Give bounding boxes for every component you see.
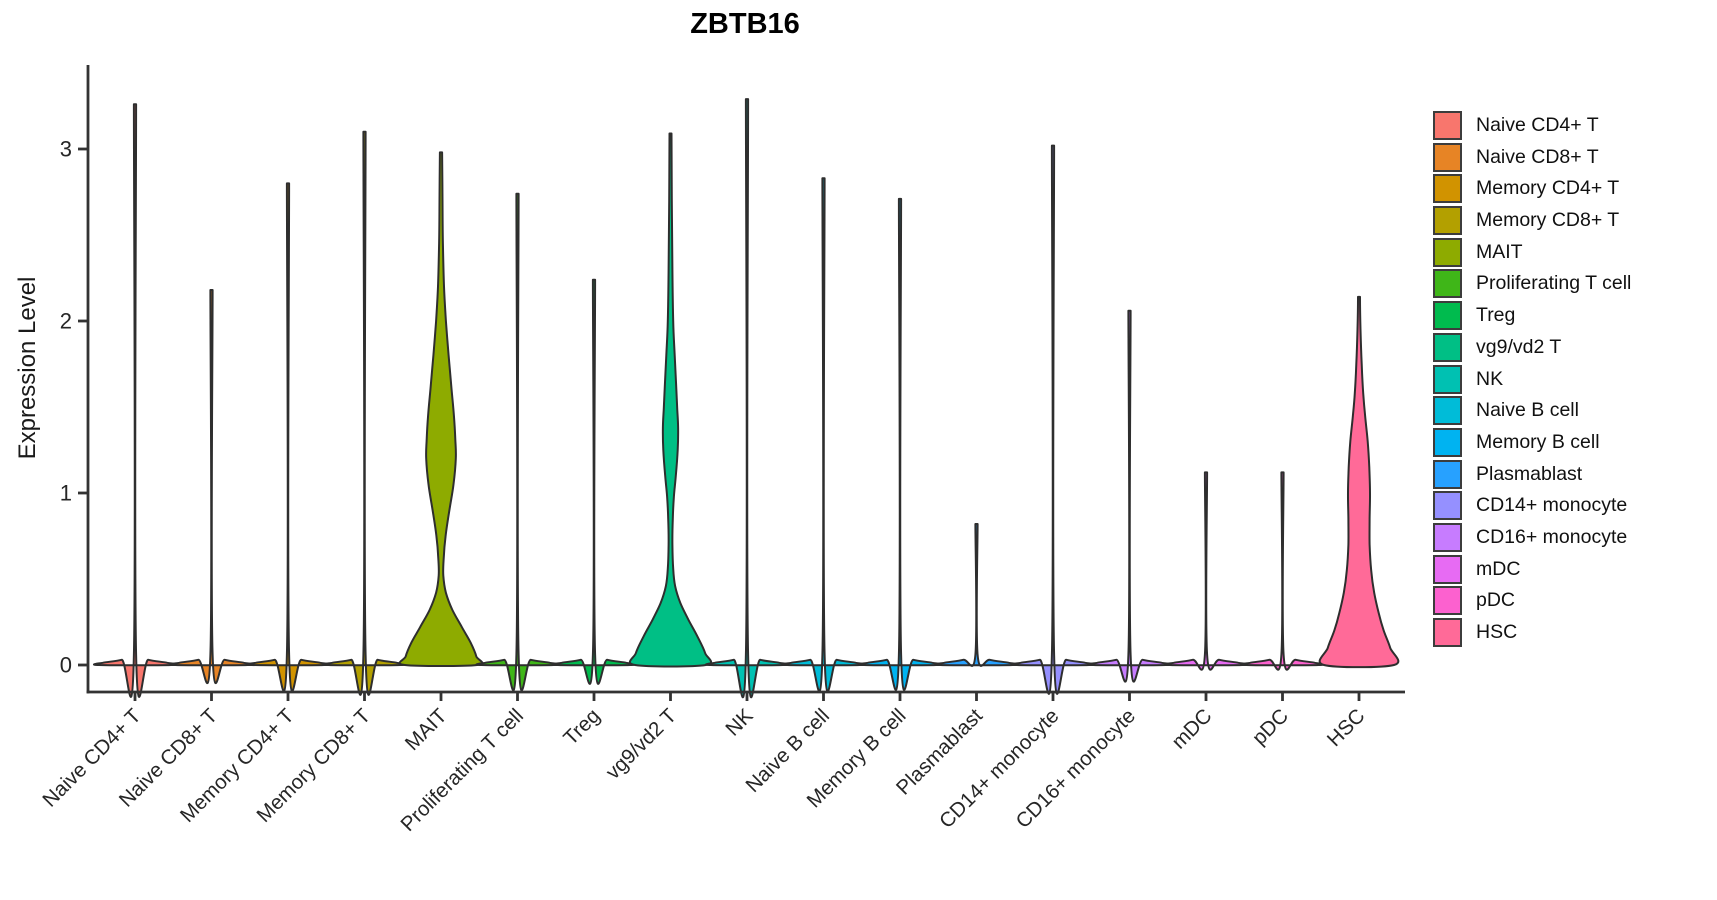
y-tick-label: 2 — [60, 309, 72, 334]
legend-label: HSC — [1476, 621, 1518, 643]
violin-cd16-monocyte — [1087, 309, 1172, 683]
legend-label: mDC — [1476, 557, 1521, 580]
legend-label: NK — [1476, 367, 1504, 390]
legend-label: Memory CD4+ T — [1476, 177, 1620, 200]
violin-hsc — [1318, 295, 1400, 669]
violin-plasmablast — [934, 523, 1019, 667]
x-tick-label-mait: MAIT — [401, 704, 452, 755]
legend-item-treg: Treg — [1433, 301, 1631, 331]
violin-vg9-vd2-t — [628, 132, 713, 668]
violin-memory-cd8-t — [322, 130, 407, 696]
legend-item-cd16-monocyte: CD16+ monocyte — [1433, 522, 1631, 552]
legend-item-mdc: mDC — [1433, 554, 1631, 584]
x-tick-label-hsc: HSC — [1323, 704, 1370, 751]
legend-swatch-memory-cd8-t — [1433, 206, 1462, 236]
legend-label: Plasmablast — [1476, 462, 1583, 485]
violin-naive-cd4-t — [93, 103, 177, 698]
legend-swatch-memory-cd4-t — [1433, 174, 1462, 204]
legend-swatch-naive-cd8-t — [1433, 142, 1462, 172]
legend-swatch-hsc — [1433, 618, 1462, 647]
legend-label: CD14+ monocyte — [1476, 494, 1628, 517]
legend-swatch-naive-cd4-t — [1433, 111, 1462, 140]
x-tick-label-pdc: pDC — [1248, 704, 1293, 749]
violin-nk — [705, 98, 789, 699]
legend-swatch-pdc — [1433, 586, 1462, 616]
legend-swatch-memory-b-cell — [1433, 427, 1462, 457]
violin-naive-cd8-t — [169, 289, 254, 685]
legend-item-memory-b-cell: Memory B cell — [1433, 427, 1631, 457]
legend-label: Proliferating T cell — [1476, 272, 1632, 295]
legend-item-pdc: pDC — [1433, 586, 1631, 616]
y-tick-label: 3 — [60, 137, 72, 162]
plot-title: ZBTB16 — [690, 8, 800, 40]
violin-mdc — [1164, 471, 1248, 671]
y-tick-label: 0 — [60, 653, 72, 678]
legend-swatch-mait — [1433, 237, 1462, 267]
legend-label: Memory CD8+ T — [1476, 209, 1620, 232]
legend-swatch-treg — [1433, 301, 1462, 331]
legend-label: Naive CD4+ T — [1476, 114, 1599, 136]
legend-item-naive-b-cell: Naive B cell — [1433, 396, 1631, 426]
violin-treg — [552, 278, 636, 685]
legend-swatch-plasmablast — [1433, 459, 1462, 489]
x-tick-label-nk: NK — [721, 704, 758, 741]
violin-pdc — [1240, 471, 1325, 671]
x-tick-label-vg9-vd2-t: vg9/vd2 T — [601, 704, 681, 784]
legend-item-proliferating-t-cell: Proliferating T cell — [1433, 269, 1632, 299]
violin-mait — [398, 151, 484, 668]
legend-item-vg9-vd2-t: vg9/vd2 T — [1433, 332, 1631, 362]
legend-item-naive-cd8-t: Naive CD8+ T — [1433, 142, 1631, 172]
legend-item-cd14-monocyte: CD14+ monocyte — [1433, 491, 1631, 521]
legend: Naive CD4+ T Naive CD8+ T Memory CD4+ T Mem… — [1433, 111, 1631, 650]
legend-label: Memory B cell — [1476, 430, 1600, 453]
violin-naive-b-cell — [781, 177, 866, 693]
legend-item-nk: NK — [1433, 364, 1631, 394]
violin-proliferating-t-cell — [475, 192, 560, 691]
violin-memory-b-cell — [858, 197, 942, 691]
violin-cd14-monocyte — [1011, 144, 1095, 695]
legend-item-plasmablast: Plasmablast — [1433, 459, 1631, 489]
legend-swatch-nk — [1433, 364, 1462, 394]
legend-swatch-cd16-monocyte — [1433, 522, 1462, 552]
legend-swatch-naive-b-cell — [1433, 396, 1462, 426]
legend-item-memory-cd4-t: Memory CD4+ T — [1433, 174, 1631, 204]
legend-label: Treg — [1476, 304, 1516, 327]
legend-item-mait: MAIT — [1433, 237, 1631, 267]
legend-label: Naive B cell — [1476, 399, 1579, 422]
legend-item-hsc: HSC — [1433, 618, 1631, 647]
legend-swatch-mdc — [1433, 554, 1462, 584]
legend-item-naive-cd4-t: Naive CD4+ T — [1433, 111, 1631, 140]
legend-label: CD16+ monocyte — [1476, 525, 1628, 548]
legend-swatch-cd14-monocyte — [1433, 491, 1462, 521]
legend-label: vg9/vd2 T — [1476, 335, 1562, 358]
x-tick-label-mdc: mDC — [1167, 704, 1216, 753]
x-tick-label-treg: Treg — [559, 704, 605, 750]
legend-label: Naive CD8+ T — [1476, 145, 1599, 168]
legend-label: pDC — [1476, 589, 1516, 612]
legend-swatch-vg9-vd2-t — [1433, 332, 1462, 362]
violin-memory-cd4-t — [246, 182, 330, 692]
legend-label: MAIT — [1476, 240, 1523, 263]
legend-swatch-proliferating-t-cell — [1433, 269, 1462, 299]
y-tick-label: 1 — [60, 481, 72, 506]
legend-item-memory-cd8-t: Memory CD8+ T — [1433, 206, 1631, 236]
